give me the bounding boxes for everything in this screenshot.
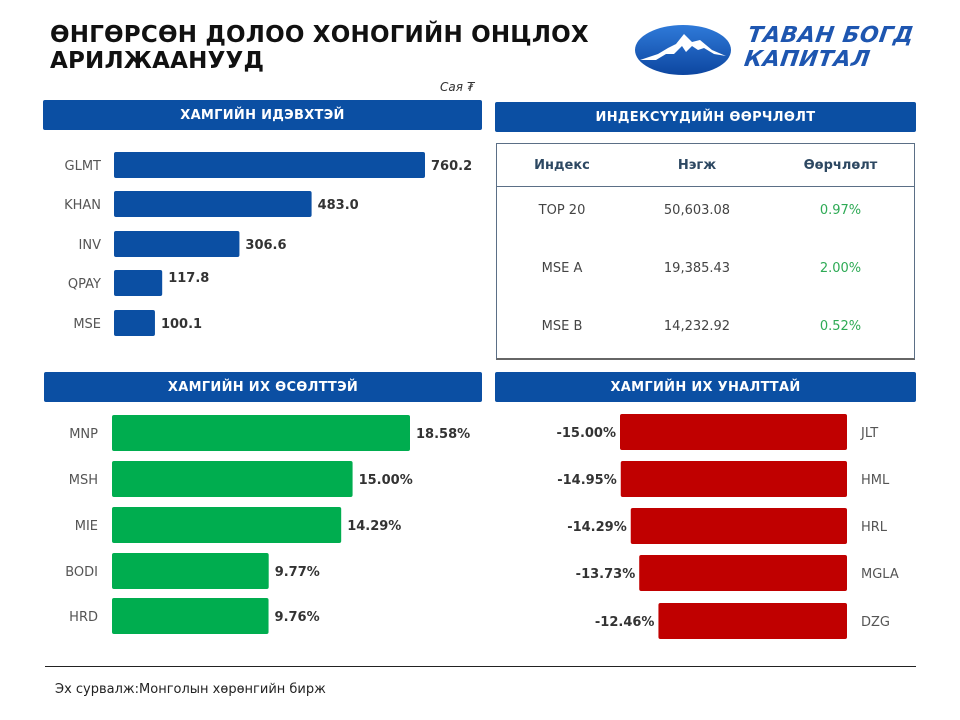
table-row: MSE A 19,385.43 2.00% (497, 239, 914, 297)
index-value: 14,232.92 (663, 318, 731, 334)
gainer-value-label: 9.76% (275, 610, 320, 625)
page-title-line2: АРИЛЖААНУУД (50, 48, 265, 74)
loser-bar (630, 508, 847, 544)
index-name: MSE B (541, 318, 583, 334)
gainer-bar (112, 415, 410, 451)
source-note: Эх сурвалж:Монголын хөрөнгийн бирж (55, 682, 326, 697)
index-change: 0.97% (819, 202, 862, 218)
loser-bar (620, 461, 847, 497)
gainer-value-label: 14.29% (347, 519, 401, 534)
gainer-category-label: MSH (69, 473, 98, 488)
gainer-bar (112, 507, 342, 543)
loser-bar (658, 603, 847, 639)
active-category-label: KHAN (64, 198, 101, 213)
loser-value-label: -15.00% (556, 426, 616, 441)
loser-bar (620, 414, 847, 450)
column-header-value: Нэгж (677, 157, 717, 173)
index-change: 0.52% (819, 318, 862, 334)
column-header-index: Индекс (534, 157, 590, 173)
active-value-label: 760.2 (431, 159, 472, 174)
loser-value-label: -14.95% (557, 473, 617, 488)
active-category-label: GLMT (65, 159, 102, 174)
top-gainers-header: ХАМГИЙН ИХ ӨСӨЛТТЭЙ (44, 372, 482, 402)
most-active-header: ХАМГИЙН ИДЭВХТЭЙ (43, 100, 482, 130)
column-header-change: Өөрчлөлт (803, 157, 878, 173)
company-logo: ТАВАН БОГД КАПИТАЛ (634, 22, 924, 80)
gainer-category-label: HRD (69, 610, 98, 625)
loser-category-label: JLT (860, 426, 878, 441)
page-title-line1: ӨНГӨРСӨН ДОЛОО ХОНОГИЙН ОНЦЛОХ (50, 22, 589, 48)
index-table-header: Индекс Нэгж Өөрчлөлт (497, 144, 914, 187)
loser-value-label: -14.29% (567, 520, 627, 535)
unit-label: Сая ₮ (440, 80, 475, 94)
gainer-value-label: 9.77% (275, 565, 320, 580)
active-value-label: 117.8 (168, 271, 209, 286)
gainer-value-label: 15.00% (359, 473, 413, 488)
gainer-category-label: MNP (69, 427, 98, 442)
active-category-label: QPAY (68, 277, 101, 292)
active-value-label: 100.1 (161, 317, 202, 332)
table-row: TOP 20 50,603.08 0.97% (497, 181, 914, 239)
loser-value-label: -13.73% (576, 567, 636, 582)
gainer-category-label: MIE (75, 519, 98, 534)
gainer-category-label: BODI (65, 565, 98, 580)
index-name: MSE A (541, 260, 583, 276)
gainer-bar (112, 461, 353, 497)
gainer-bar (112, 553, 269, 589)
index-change: 2.00% (819, 260, 862, 276)
top-losers-header: ХАМГИЙН ИХ УНАЛТТАЙ (495, 372, 916, 402)
active-value-label: 483.0 (318, 198, 359, 213)
index-name: TOP 20 (538, 202, 586, 218)
active-bar (114, 231, 240, 257)
page-title: ӨНГӨРСӨН ДОЛОО ХОНОГИЙН ОНЦЛОХ АРИЛЖААНУ… (50, 22, 610, 74)
loser-bar (639, 555, 847, 591)
loser-category-label: HRL (861, 520, 888, 535)
loser-category-label: DZG (861, 615, 890, 630)
loser-category-label: HML (861, 473, 890, 488)
loser-category-label: MGLA (861, 567, 899, 582)
active-bar (114, 310, 155, 336)
gainer-value-label: 18.58% (416, 427, 470, 442)
footer-divider (45, 666, 916, 667)
active-category-label: MSE (73, 317, 101, 332)
active-category-label: INV (79, 238, 102, 253)
loser-value-label: -12.46% (595, 615, 655, 630)
index-value: 50,603.08 (663, 202, 731, 218)
active-value-label: 306.6 (245, 238, 286, 253)
active-bar (114, 270, 163, 296)
index-value: 19,385.43 (663, 260, 731, 276)
table-row: MSE B 14,232.92 0.52% (497, 297, 914, 355)
index-change-header: ИНДЕКСҮҮДИЙН ӨӨРЧЛӨЛТ (495, 102, 916, 132)
gainer-bar (112, 598, 269, 634)
active-bar (114, 152, 425, 178)
mountain-logo-icon (635, 25, 731, 75)
index-table: Индекс Нэгж Өөрчлөлт TOP 20 50,603.08 0.… (496, 143, 915, 360)
active-bar (114, 191, 312, 217)
